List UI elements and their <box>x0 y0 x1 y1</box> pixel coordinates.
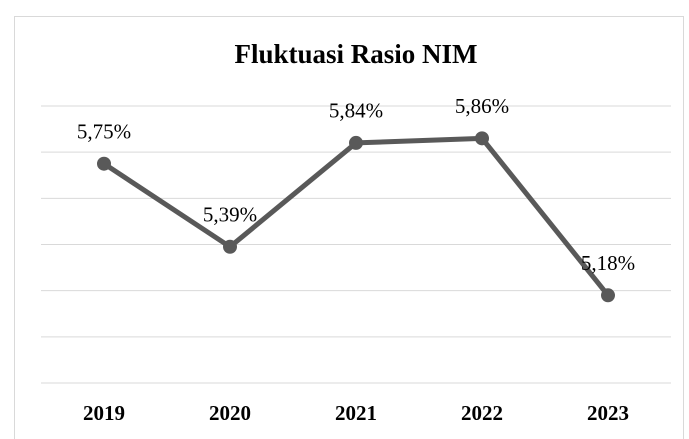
point <box>475 131 489 146</box>
data-label: 5,39% <box>203 203 257 227</box>
point <box>97 156 111 171</box>
point <box>349 135 363 150</box>
chart-border <box>14 16 684 439</box>
data-label: 5,86% <box>455 94 509 118</box>
data-label: 5,75% <box>77 120 131 144</box>
x-tick-label: 2020 <box>209 401 251 425</box>
x-tick-label: 2023 <box>587 401 629 425</box>
data-label: 5,18% <box>581 251 635 275</box>
chart-title: Fluktuasi Rasio NIM <box>234 39 477 69</box>
x-tick-label: 2022 <box>461 401 503 425</box>
x-tick-label: 2021 <box>335 401 377 425</box>
point <box>601 288 615 303</box>
data-label: 5,84% <box>329 99 383 123</box>
point <box>223 239 237 254</box>
x-tick-label: 2019 <box>83 401 125 425</box>
